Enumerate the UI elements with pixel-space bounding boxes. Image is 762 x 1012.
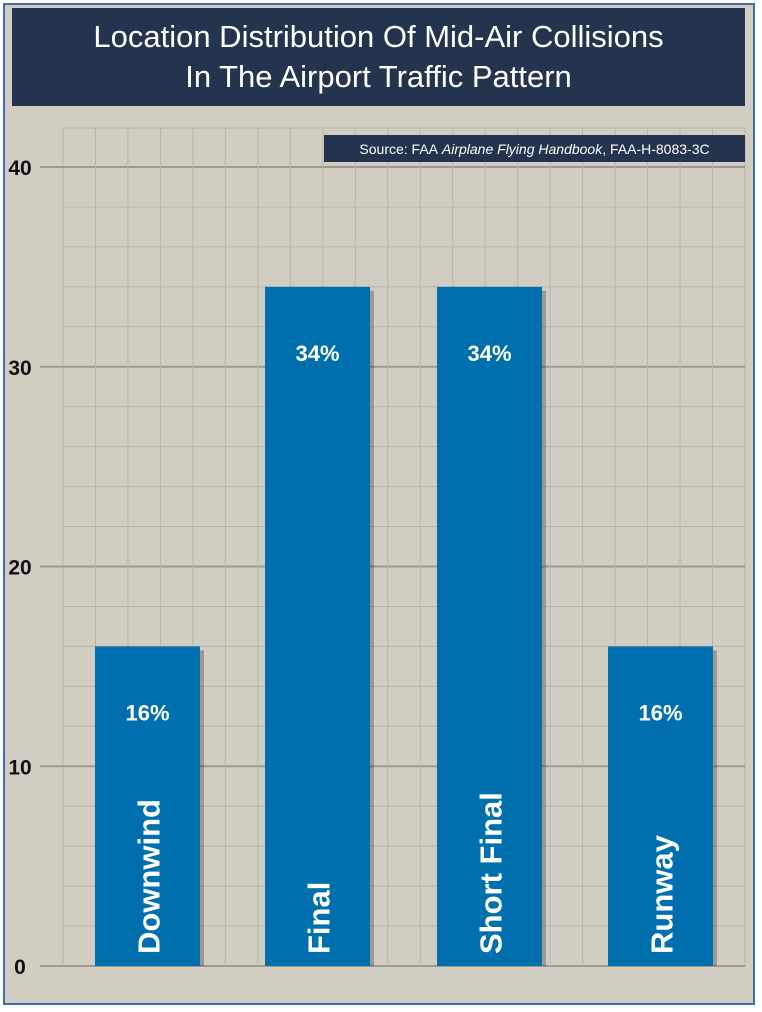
category-label: Short Final	[474, 792, 509, 954]
data-label: 34%	[295, 341, 339, 366]
data-label: 16%	[125, 700, 169, 725]
chart-title: Location Distribution Of Mid-Air Collisi…	[12, 8, 745, 106]
bar-downwind	[95, 646, 200, 966]
category-label: Final	[302, 882, 337, 954]
y-tick-label: 10	[8, 756, 31, 779]
bar-runway	[608, 646, 713, 966]
data-label: 34%	[467, 341, 511, 366]
category-label: Downwind	[132, 799, 167, 954]
title-line-1: Location Distribution Of Mid-Air Collisi…	[93, 19, 664, 54]
category-label: Runway	[645, 834, 680, 954]
source-title: Airplane Flying Handbook	[441, 140, 603, 157]
y-tick-label: 30	[8, 357, 31, 380]
source-suffix: , FAA-H-8083-3C	[602, 140, 710, 157]
source-prefix: Source: FAA	[359, 140, 438, 157]
data-label: 16%	[638, 700, 682, 725]
source-note: Source: FAA Airplane Flying Handbook, FA…	[324, 135, 745, 162]
y-tick-label: 20	[8, 557, 31, 580]
bar-final	[265, 286, 370, 967]
y-tick-label: 40	[8, 157, 31, 180]
y-tick-label: 0	[14, 956, 26, 979]
y-axis-ticks: 0 10 20 30 40	[8, 157, 31, 979]
bar-short-final	[437, 286, 542, 967]
title-line-2: In The Airport Traffic Pattern	[185, 59, 572, 94]
bars: 16% Downwind 34% Final 34% Short Final 16% Runw…	[95, 286, 717, 967]
